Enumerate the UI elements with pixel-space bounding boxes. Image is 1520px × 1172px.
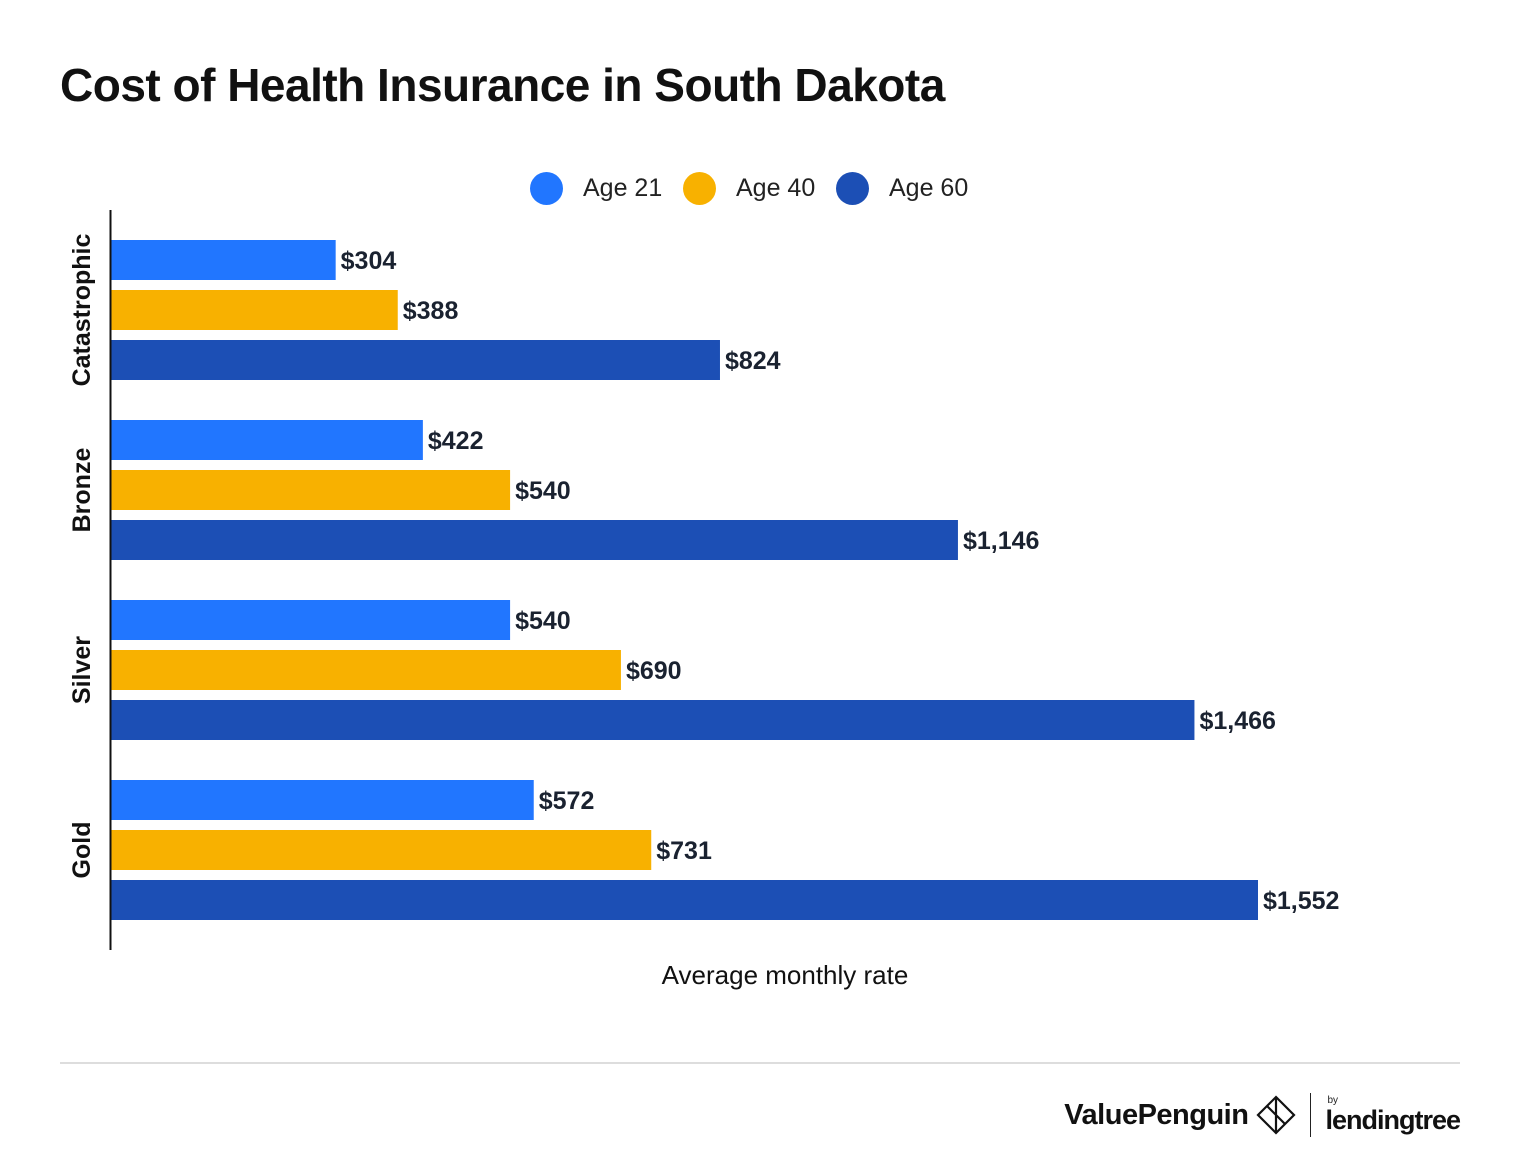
x-axis-label: Average monthly rate bbox=[661, 960, 909, 990]
data-label-catastrophic-age-21: $304 bbox=[341, 247, 397, 275]
legend: Age 21 Age 40 Age 60 bbox=[0, 170, 1520, 206]
brand-logo: ValuePenguin by lendingtree bbox=[1064, 1090, 1461, 1140]
y-tick-label-silver: Silver bbox=[68, 636, 96, 704]
valuepenguin-wordmark: ValuePenguin bbox=[1064, 1098, 1249, 1131]
data-label-gold-age-40: $731 bbox=[656, 837, 712, 865]
bar-gold-age-40 bbox=[111, 830, 652, 870]
bar-bronze-age-21 bbox=[111, 420, 423, 460]
data-label-silver-age-60: $1,466 bbox=[1199, 707, 1275, 735]
y-tick-label-catastrophic: Catastrophic bbox=[68, 234, 96, 387]
data-label-bronze-age-40: $540 bbox=[515, 477, 571, 505]
penguin-diamond-icon bbox=[1256, 1095, 1297, 1135]
data-label-catastrophic-age-40: $388 bbox=[403, 297, 459, 325]
bar-gold-age-21 bbox=[111, 780, 534, 820]
legend-swatch-age-40 bbox=[683, 171, 716, 205]
lendingtree-wordmark: lendingtree bbox=[1325, 1104, 1461, 1135]
legend-label-age-40: Age 40 bbox=[736, 173, 816, 202]
data-label-bronze-age-60: $1,146 bbox=[963, 527, 1039, 555]
bar-catastrophic-age-40 bbox=[111, 290, 398, 330]
legend-swatch-age-21 bbox=[530, 171, 563, 205]
data-label-silver-age-40: $690 bbox=[626, 657, 682, 685]
legend-item-age-21: Age 21 bbox=[530, 170, 662, 206]
legend-label-age-60: Age 60 bbox=[889, 173, 969, 202]
by-label: by bbox=[1327, 1094, 1339, 1106]
y-tick-label-bronze: Bronze bbox=[68, 448, 96, 533]
bar-catastrophic-age-60 bbox=[111, 340, 720, 380]
data-label-catastrophic-age-60: $824 bbox=[725, 347, 781, 375]
data-label-gold-age-21: $572 bbox=[539, 787, 595, 815]
bar-silver-age-60 bbox=[111, 700, 1195, 740]
footer-divider bbox=[60, 1062, 1460, 1064]
legend-item-age-40: Age 40 bbox=[683, 170, 815, 206]
bar-catastrophic-age-21 bbox=[111, 240, 336, 280]
legend-item-age-60: Age 60 bbox=[836, 170, 968, 206]
lendingtree-logo: by lendingtree bbox=[1325, 1094, 1461, 1136]
bar-bronze-age-60 bbox=[111, 520, 958, 560]
bar-gold-age-60 bbox=[111, 880, 1258, 920]
data-label-gold-age-60: $1,552 bbox=[1263, 887, 1339, 915]
bar-silver-age-21 bbox=[111, 600, 511, 640]
brand-separator bbox=[1310, 1093, 1312, 1137]
legend-swatch-age-60 bbox=[836, 171, 869, 205]
legend-label-age-21: Age 21 bbox=[583, 173, 663, 202]
data-label-bronze-age-21: $422 bbox=[428, 427, 484, 455]
bar-silver-age-40 bbox=[111, 650, 621, 690]
data-label-silver-age-21: $540 bbox=[515, 607, 571, 635]
bar-bronze-age-40 bbox=[111, 470, 511, 510]
y-tick-label-gold: Gold bbox=[68, 822, 96, 879]
chart-title: Cost of Health Insurance in South Dakota bbox=[60, 59, 945, 111]
